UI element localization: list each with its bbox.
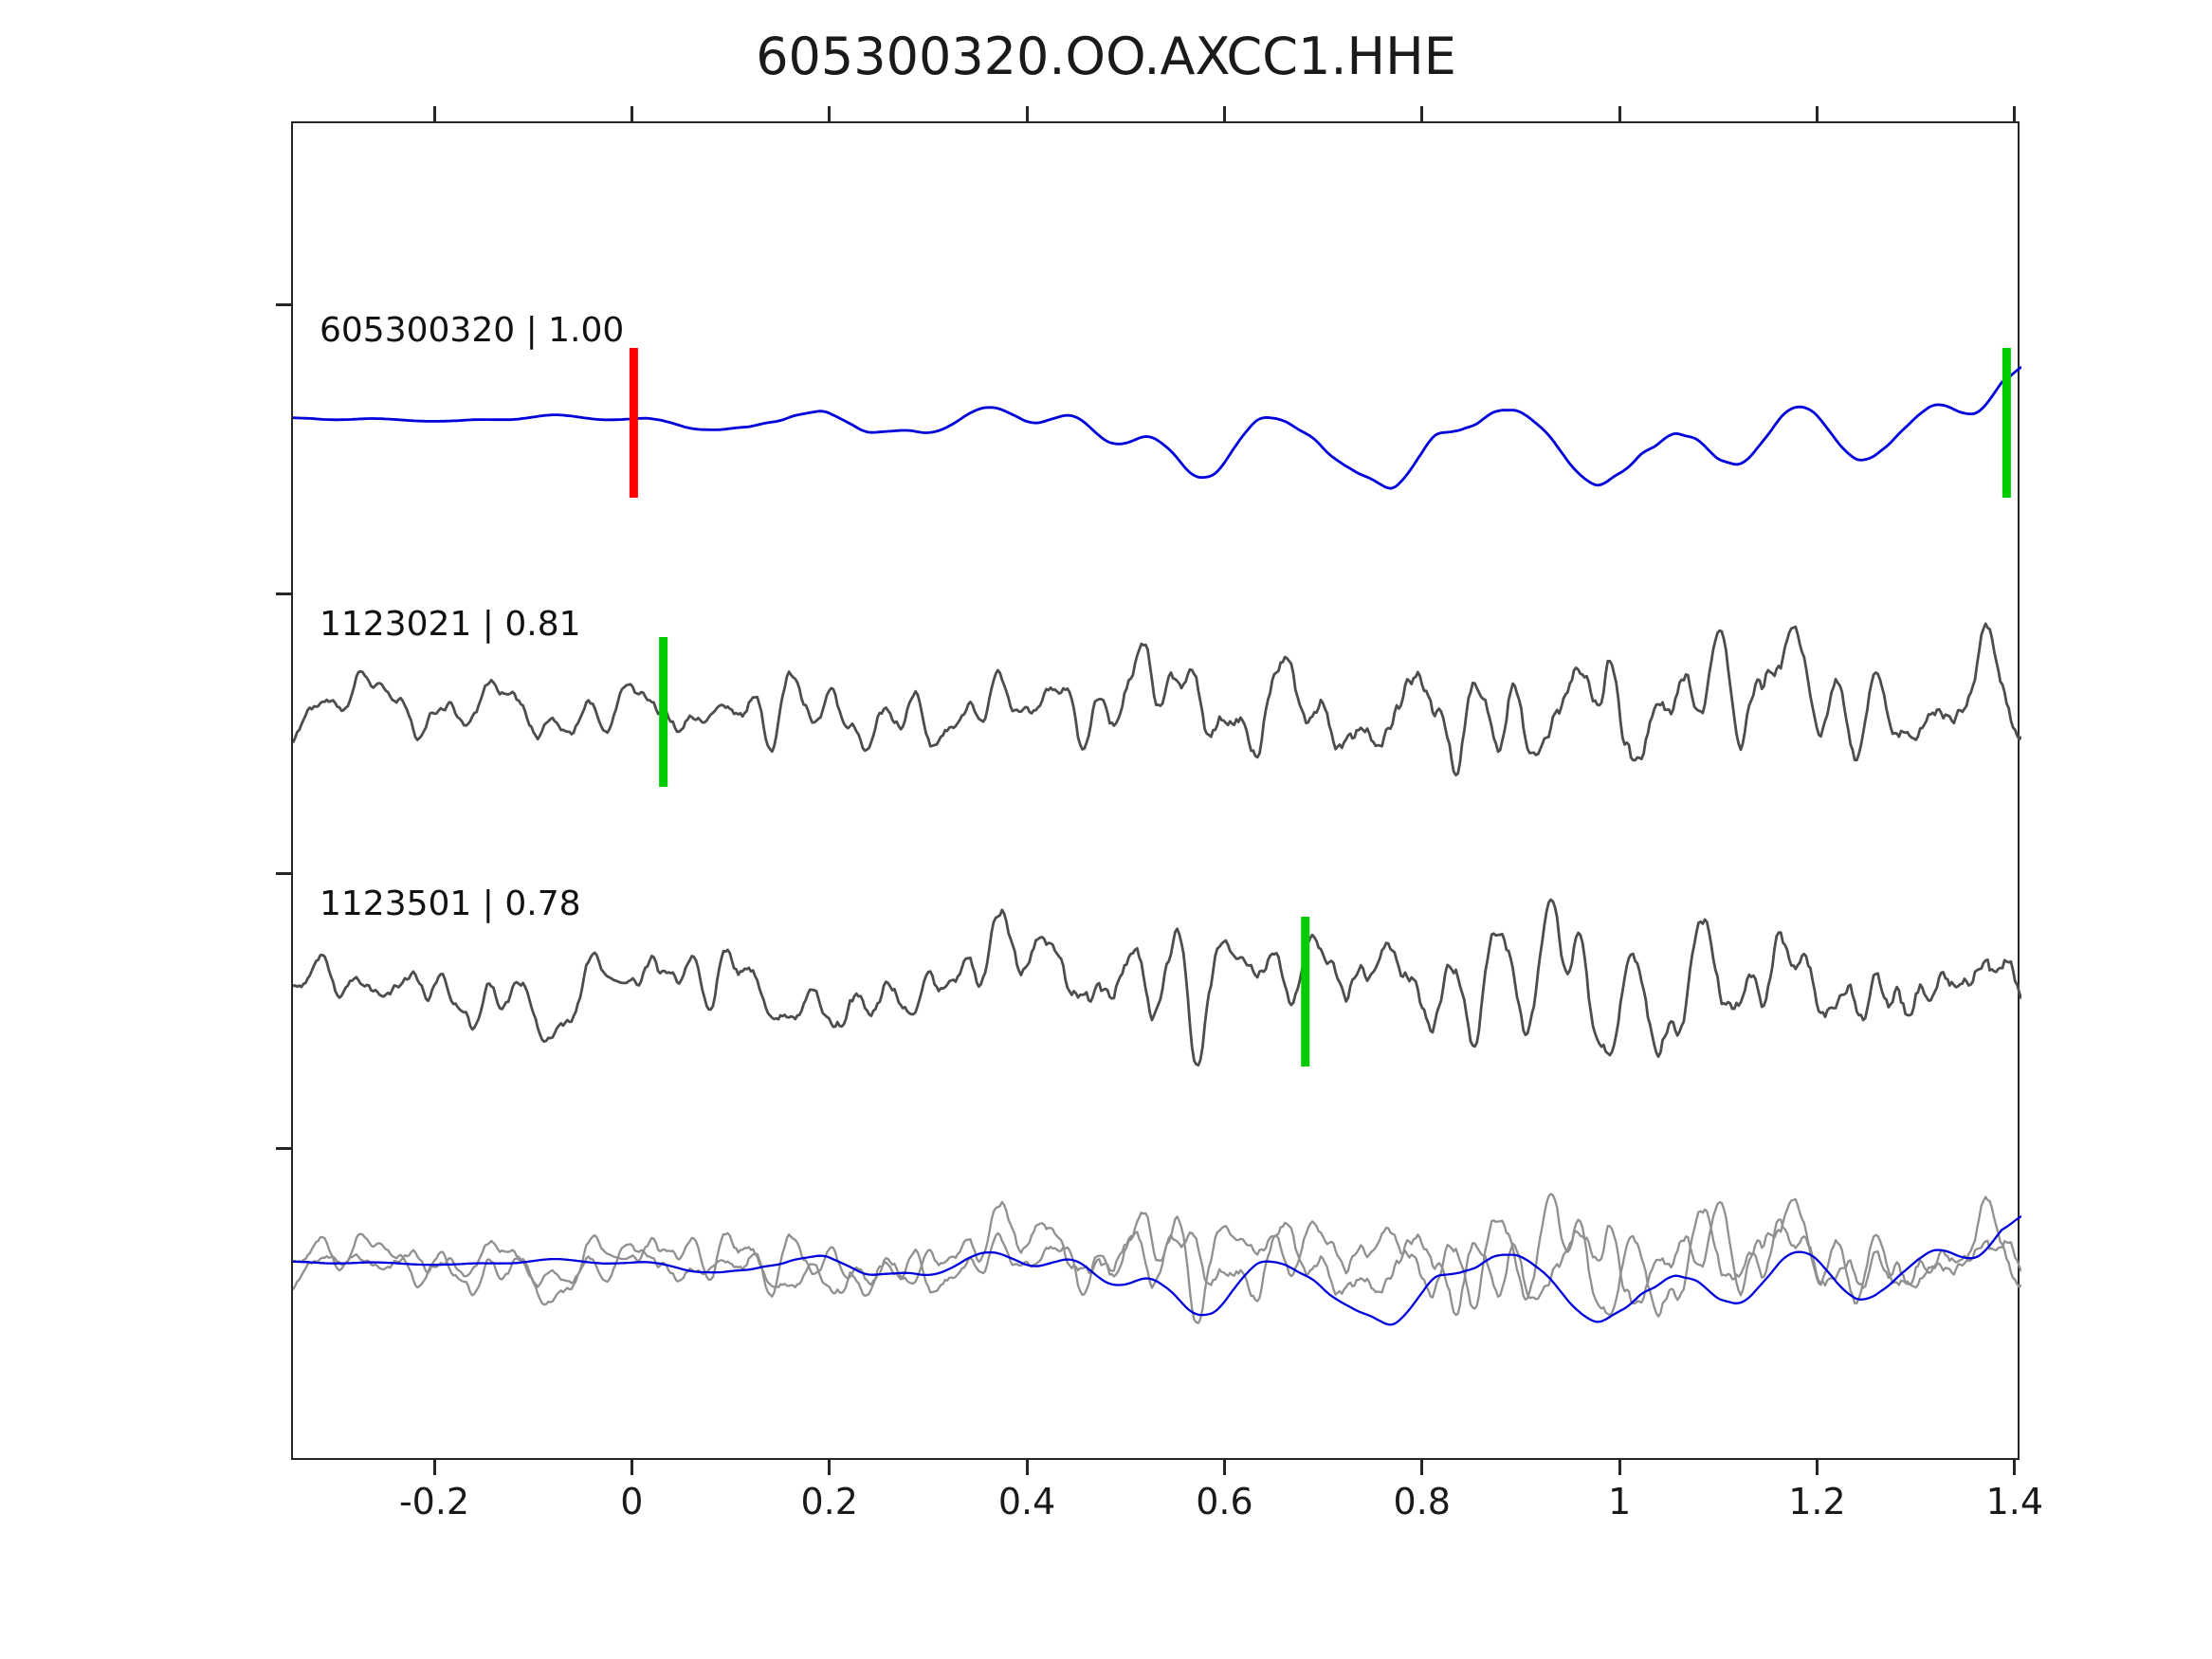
x-axis-tick-label: 0.2 <box>800 1481 858 1522</box>
x-axis-tick-top <box>1618 106 1621 121</box>
trace-label-match-1: 1123021 | 0.81 <box>320 605 581 644</box>
waveform-605300320 <box>293 365 2021 490</box>
waveform-canvas <box>293 348 2021 1326</box>
x-axis-tick-top <box>630 106 633 121</box>
x-axis-tick-label: -0.2 <box>398 1481 470 1522</box>
trace-label-template: 605300320 | 1.00 <box>320 311 625 350</box>
y-axis-tick <box>276 872 291 875</box>
x-axis-tick <box>1815 1460 1819 1475</box>
x-axis-tick-top <box>432 106 436 121</box>
x-axis-tick-label: 1.4 <box>1985 1481 2043 1522</box>
x-axis-tick <box>828 1460 832 1475</box>
overlay-waveform-1123021 <box>293 1195 2021 1317</box>
x-axis-tick-top <box>1420 106 1424 121</box>
plot-area: 605300320 | 1.00 1123021 | 0.81 1123501 … <box>291 121 2021 1460</box>
x-axis-tick <box>1222 1460 1226 1475</box>
chart-title: 605300320.OO.AXCC1.HHE <box>756 27 1456 86</box>
waveform-1123501 <box>293 898 2021 1066</box>
x-axis-tick-top <box>828 106 832 121</box>
trace-label-match-2: 1123501 | 0.78 <box>320 884 581 923</box>
x-axis-tick-label: 0.8 <box>1393 1481 1451 1522</box>
x-axis-tick-label: 1.2 <box>1788 1481 1846 1522</box>
x-axis-tick <box>432 1460 436 1475</box>
x-axis-tick-top <box>1222 106 1226 121</box>
x-axis-tick <box>1025 1460 1029 1475</box>
waveform-1123021 <box>293 622 2021 776</box>
y-axis-tick <box>276 303 291 306</box>
x-axis-tick-label: 1 <box>1608 1481 1632 1522</box>
x-axis-tick <box>2013 1460 2017 1475</box>
x-axis-tick-label: 0.4 <box>997 1481 1056 1522</box>
x-axis-tick-top <box>1815 106 1819 121</box>
x-axis-tick-label: 0.6 <box>1196 1481 1253 1522</box>
y-axis-tick <box>276 1147 291 1150</box>
x-axis-tick <box>1420 1460 1424 1475</box>
overlay-waveform-605300320 <box>293 1214 2021 1326</box>
x-axis-tick-label: 0 <box>620 1481 644 1522</box>
y-axis-tick <box>276 592 291 595</box>
x-axis-tick <box>630 1460 633 1475</box>
x-axis-tick-top <box>1025 106 1029 121</box>
x-axis-tick <box>1618 1460 1621 1475</box>
x-axis-tick-top <box>2013 106 2017 121</box>
overlay-waveform-1123501 <box>293 1193 2021 1324</box>
